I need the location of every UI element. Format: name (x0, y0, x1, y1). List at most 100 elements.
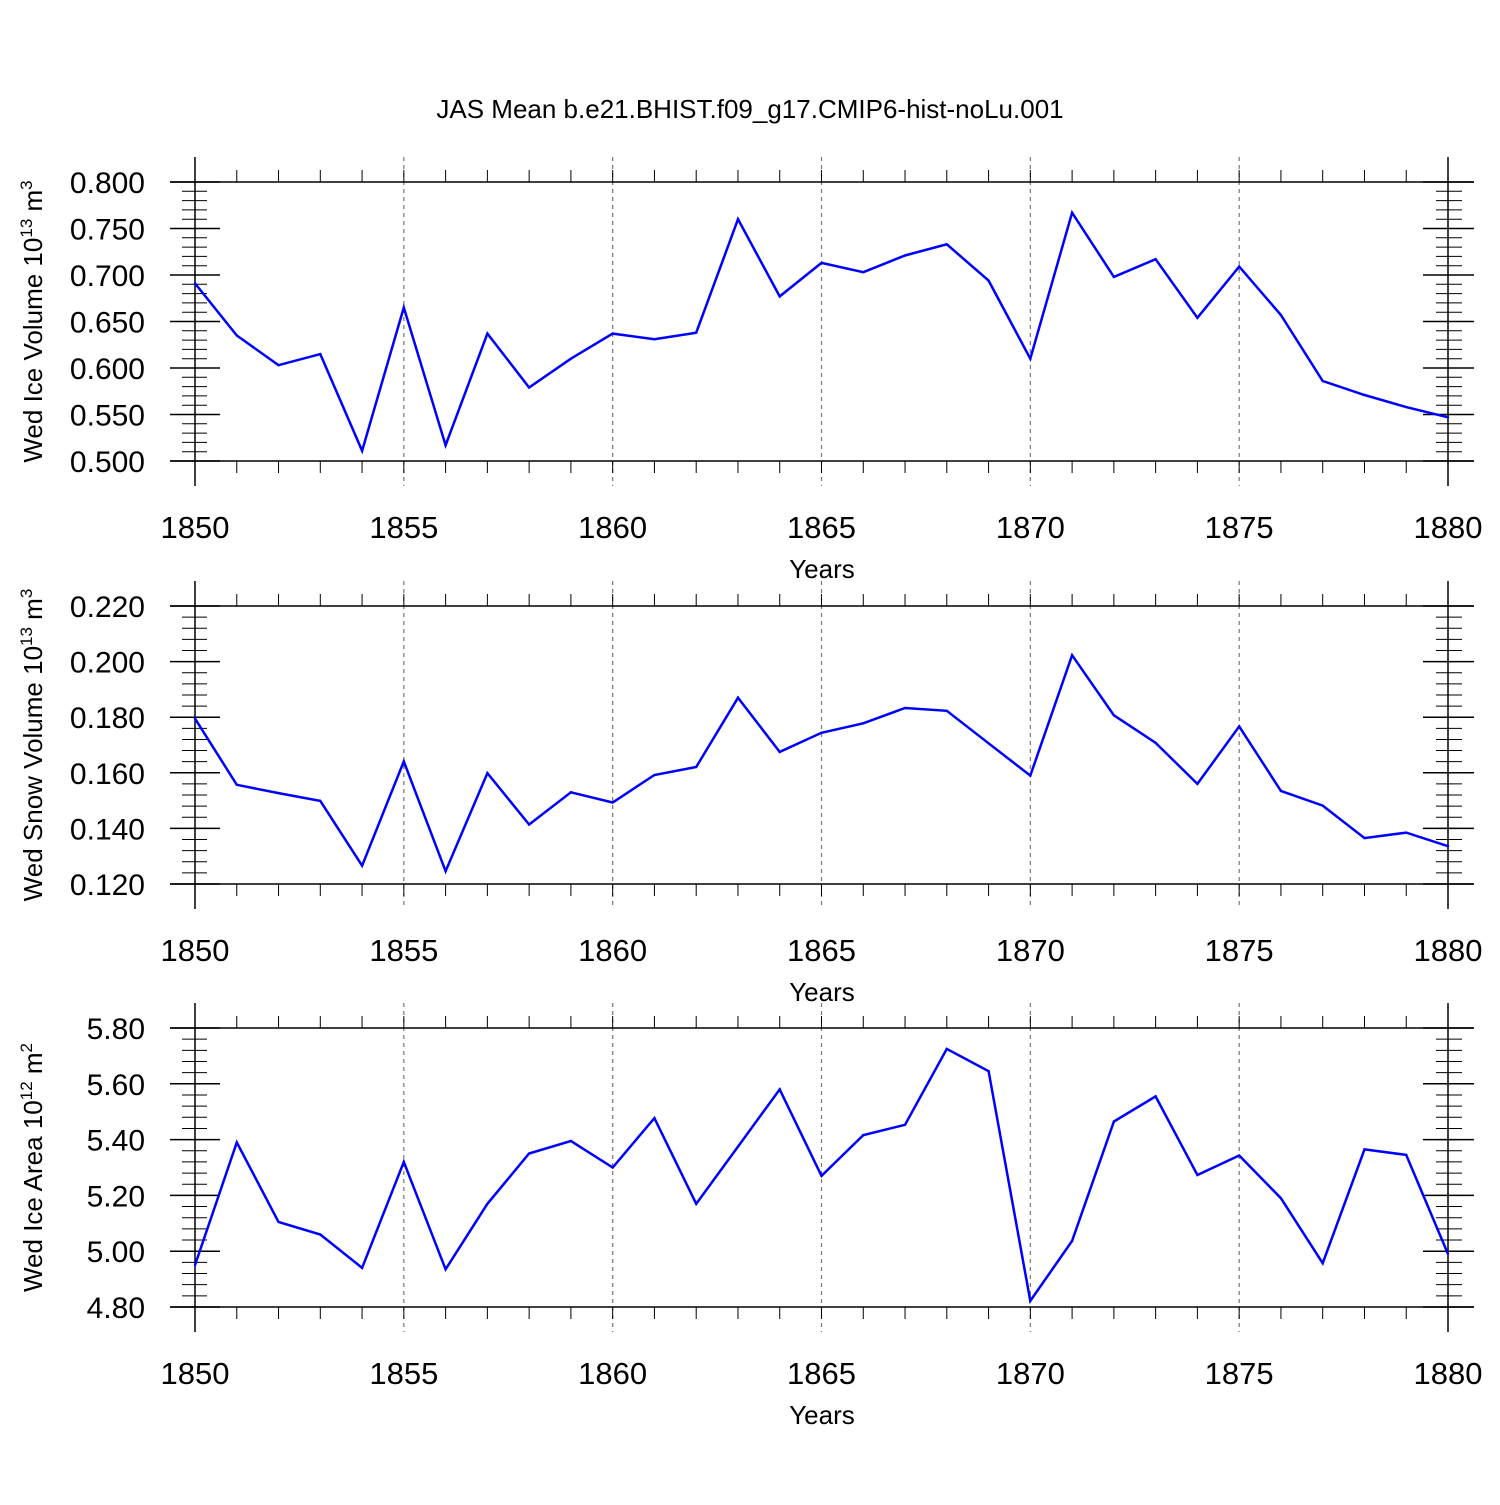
x-tick-label: 1875 (1205, 933, 1274, 968)
data-point (319, 1233, 322, 1236)
y-tick-label: 0.180 (70, 702, 145, 735)
data-point (360, 449, 364, 452)
data-point (1321, 804, 1324, 807)
data-point (402, 1160, 406, 1164)
data-point (402, 760, 406, 763)
data-point (1154, 741, 1157, 744)
x-tick-label: 1860 (578, 510, 647, 545)
data-point (1196, 316, 1199, 319)
data-point (569, 791, 573, 794)
x-tick-label: 1850 (161, 510, 230, 545)
chart-title: JAS Mean b.e21.BHIST.f09_g17.CMIP6-hist-… (436, 94, 1063, 124)
x-tick-label: 1850 (161, 933, 230, 968)
data-point (1070, 211, 1074, 214)
data-point (945, 709, 948, 713)
x-tick-label: 1880 (1414, 510, 1483, 545)
data-point (444, 443, 447, 447)
data-point (862, 271, 865, 274)
data-point (444, 1268, 447, 1271)
data-point (820, 261, 823, 265)
y-axis-label-part: Wed Ice Volume 10 (18, 238, 48, 463)
data-point (193, 282, 197, 285)
data-point (945, 243, 948, 246)
data-point (1196, 1173, 1199, 1177)
data-point (277, 364, 280, 367)
x-axis-label: Years (789, 554, 855, 584)
data-point (653, 1116, 656, 1120)
data-point (1279, 789, 1283, 793)
y-axis-label: Wed Ice Area 1012 m2 (17, 1043, 48, 1292)
data-point (1237, 265, 1241, 268)
data-point (903, 254, 907, 257)
data-point (903, 706, 907, 710)
data-point (402, 306, 406, 309)
data-point (736, 1145, 740, 1148)
data-point (1070, 1239, 1074, 1243)
data-point (1029, 1299, 1032, 1303)
y-tick-label: 0.500 (70, 446, 145, 479)
y-tick-label: 0.160 (70, 758, 145, 791)
data-point (1363, 393, 1366, 397)
data-point (486, 771, 489, 775)
y-axis-label-part: Wed Snow Volume 10 (18, 646, 48, 901)
data-point (277, 1220, 280, 1224)
y-tick-label: 0.120 (70, 869, 145, 902)
data-point (527, 386, 531, 389)
y-axis-label-superscript: 3 (17, 180, 36, 189)
data-point (945, 1047, 948, 1051)
data-point (1112, 275, 1116, 279)
x-axis-label: Years (789, 1400, 855, 1430)
x-tick-label: 1865 (787, 1356, 856, 1391)
data-point (569, 357, 573, 360)
data-point (193, 717, 197, 720)
data-point (319, 352, 322, 356)
data-point (569, 1139, 573, 1143)
data-point (360, 1266, 364, 1270)
x-tick-label: 1870 (996, 510, 1065, 545)
data-point (1279, 313, 1283, 317)
data-point (736, 696, 740, 699)
x-tick-label: 1855 (369, 933, 438, 968)
data-point (611, 332, 614, 335)
chart-panel-3: 4.80 5.00 5.20 5.40 5.60 5.80 1850 1855 1860 1865… (17, 1003, 1482, 1430)
data-point (235, 1141, 238, 1144)
chart-panel-1: 0.500 0.550 0.600 0.650 0.700 0.750 0.800 1850 1… (17, 157, 1482, 584)
y-tick-label: 0.750 (70, 214, 145, 247)
y-tick-label: 0.650 (70, 307, 145, 340)
data-point (444, 870, 447, 873)
data-point (1112, 1120, 1116, 1123)
data-point (319, 799, 322, 803)
y-tick-label: 5.40 (87, 1125, 145, 1158)
data-point (1029, 774, 1032, 777)
data-point (527, 1152, 531, 1155)
data-point (1237, 725, 1241, 728)
data-point (1196, 782, 1199, 786)
y-axis-label: Wed Snow Volume 1013 m3 (17, 589, 48, 902)
data-point (235, 334, 238, 337)
data-point (193, 1263, 197, 1267)
y-tick-label: 0.700 (70, 260, 145, 293)
data-point (1029, 357, 1032, 360)
data-point (611, 1166, 614, 1169)
data-point (903, 1123, 907, 1127)
data-point (1321, 379, 1324, 383)
y-axis-label-part: m (18, 1052, 48, 1081)
y-axis-label-part: Wed Ice Area 10 (18, 1100, 48, 1292)
data-point (695, 765, 698, 769)
y-axis-label-superscript: 2 (17, 1043, 36, 1052)
y-axis-label-superscript: 12 (17, 1081, 36, 1100)
y-axis-label-part: m (18, 598, 48, 627)
y-tick-label: 0.220 (70, 591, 145, 624)
data-point (1405, 831, 1408, 834)
data-point (778, 750, 781, 754)
x-tick-label: 1870 (996, 1356, 1065, 1391)
data-point (486, 332, 489, 335)
x-tick-label: 1880 (1414, 933, 1483, 968)
y-tick-label: 0.200 (70, 647, 145, 680)
data-point (1446, 1252, 1450, 1256)
data-point (778, 1088, 781, 1091)
data-point (1154, 1095, 1157, 1098)
data-point (1279, 1196, 1283, 1200)
